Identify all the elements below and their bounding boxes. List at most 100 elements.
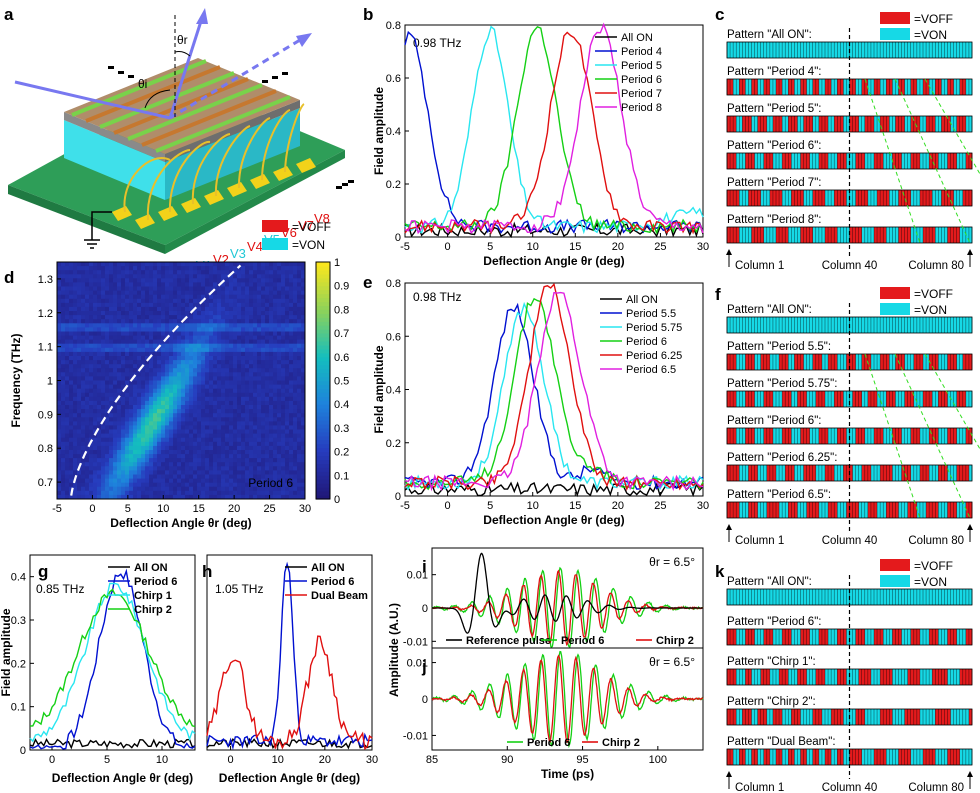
heatmap-cell xyxy=(113,396,118,402)
heatmap-cell xyxy=(205,298,210,304)
pattern-cell xyxy=(877,79,881,95)
heatmap-cell xyxy=(185,400,190,406)
heatmap-cell xyxy=(89,405,94,410)
heatmap-cell xyxy=(273,294,278,300)
pattern-cell xyxy=(858,190,863,206)
heatmap-cell xyxy=(77,417,82,422)
heatmap-cell xyxy=(81,486,86,492)
heatmap-cell xyxy=(257,356,262,361)
heatmap-cell xyxy=(65,417,70,422)
heatmap-cell xyxy=(225,400,230,406)
heatmap-cell xyxy=(141,331,146,336)
heatmap-cell xyxy=(85,450,90,455)
heatmap-cell xyxy=(301,356,306,361)
heatmap-cell xyxy=(117,425,122,430)
heatmap-cell xyxy=(177,454,182,459)
heatmap-cell xyxy=(233,400,238,406)
colorbar-cell xyxy=(316,337,330,342)
heatmap-cell xyxy=(133,445,138,451)
pattern-cell xyxy=(733,116,737,132)
heatmap-cell xyxy=(205,450,210,455)
pattern-cell xyxy=(809,317,814,333)
heatmap-cell xyxy=(197,441,202,447)
heatmap-cell xyxy=(225,368,230,373)
heatmap-cell xyxy=(97,425,102,430)
heatmap-cell xyxy=(81,437,86,443)
heatmap-cell xyxy=(89,323,94,328)
heatmap-cell xyxy=(177,306,182,312)
heatmap-cell xyxy=(161,266,166,271)
heatmap-cell xyxy=(261,466,266,471)
heatmap-cell xyxy=(97,298,102,304)
heatmap-cell xyxy=(233,425,238,430)
heatmap-cell xyxy=(293,458,298,463)
heatmap-cell xyxy=(141,490,146,496)
heatmap-cell xyxy=(293,302,298,308)
heatmap-cell xyxy=(77,441,82,447)
pattern-cell xyxy=(733,79,737,95)
heatmap-cell xyxy=(277,425,282,430)
i-legend-entry: Chirp 2 xyxy=(656,635,694,647)
e-annotation: 0.98 THz xyxy=(413,290,461,304)
heatmap-cell xyxy=(233,392,238,398)
heatmap-cell xyxy=(61,343,66,349)
heatmap-cell xyxy=(213,298,218,304)
heatmap-cell xyxy=(77,409,82,414)
pattern-cell xyxy=(818,79,823,95)
heatmap-cell xyxy=(177,294,182,300)
heatmap-cell xyxy=(209,425,214,430)
heatmap-cell xyxy=(157,294,162,300)
heatmap-cell xyxy=(249,413,254,418)
heatmap-cell xyxy=(237,474,242,479)
heatmap-cell xyxy=(81,388,86,394)
heatmap-cell xyxy=(173,376,178,381)
heatmap-cell xyxy=(281,421,286,426)
colorbar-cell xyxy=(316,404,330,409)
heatmap-cell xyxy=(145,388,150,394)
heatmap-cell xyxy=(225,494,230,500)
heatmap-cell xyxy=(293,339,298,345)
heatmap-cell xyxy=(61,356,66,361)
heatmap-cell xyxy=(181,339,186,345)
heatmap-cell xyxy=(125,458,130,463)
heatmap-cell xyxy=(97,364,102,369)
heatmap-cell xyxy=(137,294,142,300)
heatmap-cell xyxy=(105,486,110,492)
heatmap-cell xyxy=(109,421,114,426)
heatmap-cell xyxy=(269,490,274,496)
heatmap-cell xyxy=(297,339,302,345)
heatmap-cell xyxy=(201,339,206,345)
heatmap-cell xyxy=(241,396,246,402)
heatmap-cell xyxy=(169,323,174,328)
heatmap-cell xyxy=(277,364,282,369)
heatmap-cell xyxy=(177,311,182,316)
pattern-cell xyxy=(861,153,866,169)
heatmap-cell xyxy=(277,343,282,349)
heatmap-cell xyxy=(125,421,130,426)
heatmap-cell xyxy=(257,343,262,349)
heatmap-cell xyxy=(237,360,242,365)
heatmap-cell xyxy=(133,339,138,345)
heatmap-cell xyxy=(77,319,82,324)
heatmap-cell xyxy=(293,380,298,385)
heatmap-cell xyxy=(57,282,62,287)
heatmap-cell xyxy=(137,347,142,353)
heatmap-cell xyxy=(73,286,78,291)
heatmap-cell xyxy=(73,376,78,381)
heatmap-cell xyxy=(125,315,130,320)
colorbar-cell xyxy=(316,435,330,441)
pattern-cell xyxy=(861,42,866,58)
heatmap-cell xyxy=(137,290,142,296)
heatmap-cell xyxy=(149,494,154,500)
heatmap-cell xyxy=(277,494,282,500)
pattern-cell xyxy=(739,190,743,206)
heatmap-cell xyxy=(81,400,86,406)
heatmap-cell xyxy=(97,339,102,345)
heatmap-cell xyxy=(161,270,166,275)
heatmap-cell xyxy=(165,266,170,271)
heatmap-cell xyxy=(165,478,170,484)
heatmap-cell xyxy=(165,380,170,385)
heatmap-cell xyxy=(297,405,302,410)
heatmap-cell xyxy=(105,405,110,410)
